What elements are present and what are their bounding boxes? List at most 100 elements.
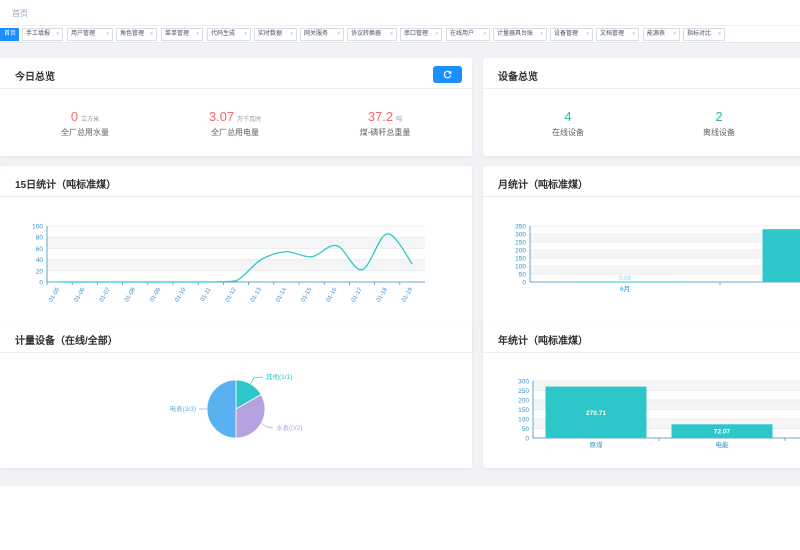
- data-label: 0.09: [619, 276, 631, 282]
- bar: [671, 424, 773, 438]
- yearly-bar-chart: 0 50 100 150 200 250 300 原煤 270.71 电能 72.07: [518, 379, 800, 449]
- tab-serial-management[interactable]: 串口管理 ×: [400, 28, 442, 41]
- close-icon[interactable]: ×: [718, 31, 721, 37]
- tab-indicator-comparison[interactable]: 指标对比 ×: [683, 28, 725, 41]
- close-icon[interactable]: ×: [632, 31, 635, 37]
- grid-band: [533, 381, 800, 391]
- x-tick-label: 01-11: [200, 286, 213, 302]
- y-tick-label: 150: [518, 407, 529, 414]
- tab-label: 文档管理: [600, 31, 625, 37]
- x-tick-label: 01-09: [149, 286, 162, 303]
- grid-band: [47, 259, 425, 271]
- card-header: 计量设备（在线/全部）: [0, 322, 472, 353]
- yearly-stats-card: 年统计（吨标准煤） 0 50 100 150 200 250 300 原煤 270.71 电能 72…: [483, 322, 800, 468]
- stat-unit: 万千瓦时: [237, 117, 262, 123]
- y-tick-label: 250: [515, 240, 526, 247]
- coal-weight-stat: 37.2 吨 煤-磷秆总重量: [315, 108, 455, 138]
- tab-label: 指标对比: [687, 31, 712, 37]
- x-tick-label: 原煤: [590, 440, 604, 449]
- card-title: 今日总览: [15, 72, 55, 83]
- stat-label: 全厂总用水量: [61, 128, 109, 137]
- x-tick-label: 01-05: [48, 286, 61, 303]
- y-tick-label: 50: [522, 426, 530, 433]
- card-title: 月统计（吨标准煤）: [498, 180, 588, 191]
- close-icon[interactable]: ×: [196, 31, 199, 37]
- refresh-button[interactable]: [433, 66, 462, 83]
- breadcrumb: 首页: [0, 0, 800, 26]
- close-icon[interactable]: ×: [150, 31, 153, 37]
- stat-value: 0: [70, 109, 79, 124]
- tab-label: 协议转换器: [351, 31, 382, 37]
- card-header: 今日总览: [0, 58, 472, 89]
- meters-card: 计量设备（在线/全部） 其他(1/1) 水表(0/2) 电表(3/3): [0, 322, 472, 468]
- x-tick-label: 01-10: [174, 286, 187, 303]
- tab-device-management[interactable]: 设备管理 ×: [550, 28, 593, 41]
- x-tick-label: 电能: [716, 440, 730, 449]
- daily-line-chart: 0 20 40 60 80 100 01-05 01-06 01-07 01-08 01-09 01-…: [32, 224, 425, 303]
- x-tick-label: 01-14: [275, 286, 288, 303]
- dashboard-content: 今日总览 0 立方米 全厂总用水量 3.07 万千瓦时 全厂总用电量 37.2 吨 煤…: [0, 44, 800, 486]
- tab-label: 实时数据: [258, 31, 283, 37]
- tab-label: 在线用户: [450, 31, 475, 37]
- device-overview-card: 设备总览 4 在线设备 2 离线设备: [483, 58, 800, 156]
- tab-code-generation[interactable]: 代码生成 ×: [207, 28, 251, 41]
- today-overview-card: 今日总览 0 立方米 全厂总用水量 3.07 万千瓦时 全厂总用电量 37.2 吨 煤…: [0, 58, 472, 156]
- tab-home[interactable]: 首页: [0, 28, 19, 41]
- close-icon[interactable]: ×: [540, 31, 543, 37]
- tab-label: 菜单管理: [165, 31, 190, 37]
- y-tick-label: 0: [525, 436, 529, 443]
- label-leader-line: [260, 423, 274, 429]
- y-tick-label: 300: [515, 232, 526, 239]
- close-icon[interactable]: ×: [56, 31, 59, 37]
- tab-meter-ledger[interactable]: 计量器具台账 ×: [493, 28, 547, 41]
- tab-gateway-service[interactable]: 网关服务 ×: [300, 28, 344, 41]
- y-tick-label: 80: [36, 235, 44, 242]
- stat-value: 37.2: [367, 109, 394, 124]
- y-tick-label: 200: [518, 398, 529, 405]
- x-tick-label: 01-19: [401, 286, 414, 303]
- tab-online-users[interactable]: 在线用户 ×: [446, 28, 490, 41]
- stat-unit: 立方米: [81, 117, 100, 123]
- tab-energy-table[interactable]: 能源表 ×: [643, 28, 680, 41]
- card-title: 15日统计（吨标准煤）: [15, 180, 117, 191]
- y-tick-label: 350: [515, 224, 526, 231]
- tab-menu-management[interactable]: 菜单管理 ×: [161, 28, 203, 41]
- close-icon[interactable]: ×: [290, 31, 293, 37]
- y-tick-label: 0: [522, 280, 526, 287]
- tab-manual-entry[interactable]: 手工填报 ×: [22, 28, 63, 41]
- y-tick-label: 300: [518, 379, 529, 386]
- electricity-usage-stat: 3.07 万千瓦时 全厂总用电量: [165, 108, 305, 138]
- tab-label: 能源表: [647, 31, 666, 37]
- tab-user-management[interactable]: 用户管理 ×: [67, 28, 113, 41]
- breadcrumb-home-link[interactable]: 首页: [12, 9, 28, 18]
- tab-realtime-data[interactable]: 实时数据 ×: [254, 28, 297, 41]
- close-icon[interactable]: ×: [390, 31, 393, 37]
- slice-label: 水表(0/2): [276, 423, 302, 432]
- x-tick-label: 01-12: [225, 286, 238, 303]
- y-tick-label: 0: [39, 280, 43, 287]
- tab-label: 计量器具台账: [497, 31, 534, 37]
- grid-band: [530, 266, 800, 274]
- close-icon[interactable]: ×: [435, 31, 438, 37]
- pie-slice: [206, 379, 237, 439]
- tab-protocol-converter[interactable]: 协议转换器 ×: [347, 28, 397, 41]
- tab-document-management[interactable]: 文档管理 ×: [596, 28, 639, 41]
- card-title: 设备总览: [498, 72, 538, 83]
- close-icon[interactable]: ×: [586, 31, 589, 37]
- stat-value: 4: [564, 109, 572, 124]
- bar: [572, 281, 678, 283]
- close-icon[interactable]: ×: [244, 31, 247, 37]
- close-icon[interactable]: ×: [483, 31, 486, 37]
- data-label: 270.71: [586, 410, 606, 417]
- stat-value: 2: [715, 109, 723, 124]
- y-tick-label: 100: [515, 264, 526, 271]
- refresh-icon: [443, 70, 452, 79]
- close-icon[interactable]: ×: [673, 31, 676, 37]
- close-icon[interactable]: ×: [106, 31, 109, 37]
- tab-role-management[interactable]: 角色管理 ×: [116, 28, 157, 41]
- data-label: 72.07: [714, 429, 731, 436]
- close-icon[interactable]: ×: [337, 31, 340, 37]
- x-tick-label: 6月: [620, 285, 630, 293]
- bar: [762, 229, 800, 282]
